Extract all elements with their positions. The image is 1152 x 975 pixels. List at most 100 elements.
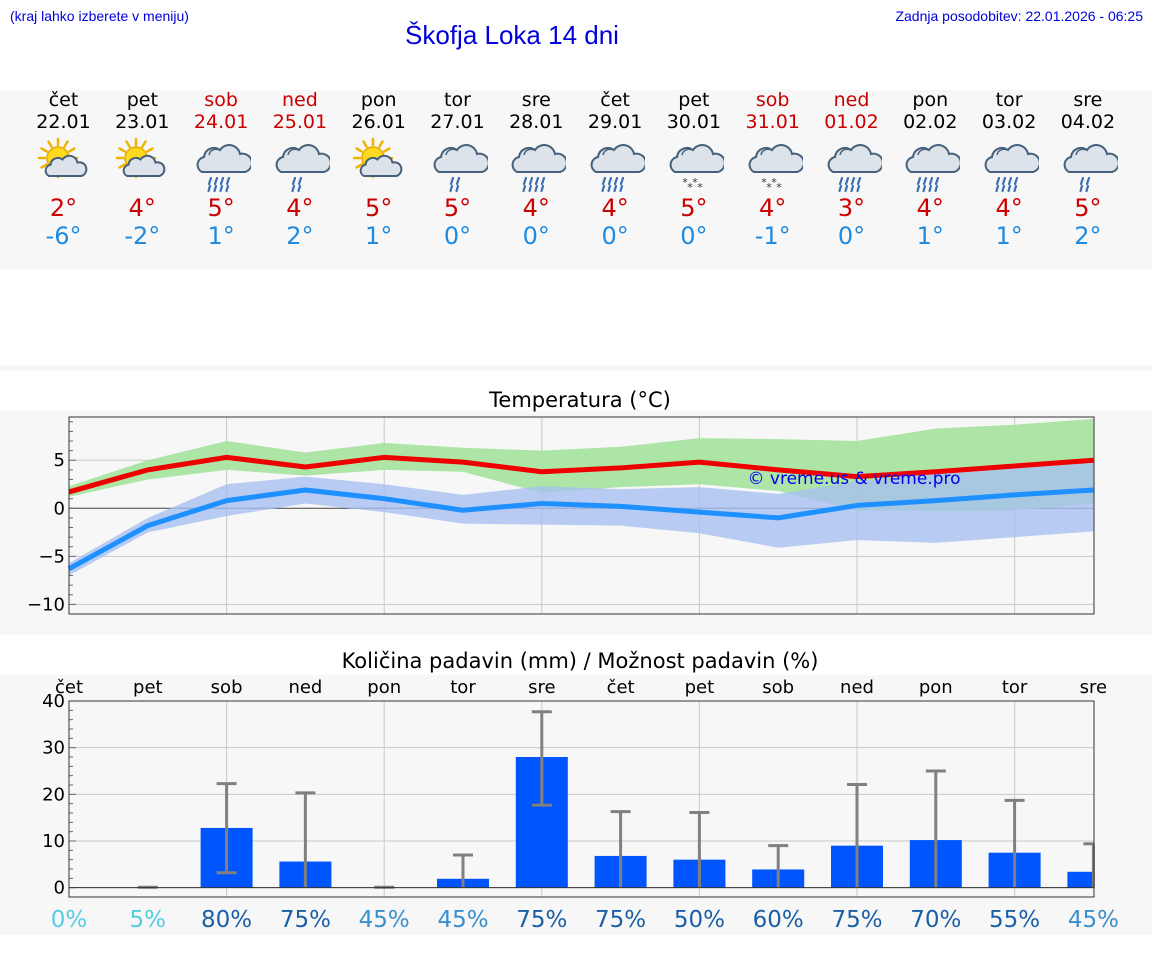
rain-drop [541,176,546,186]
day-date: 23.01 [115,111,170,133]
cloud-detail [759,148,772,156]
min-temperature: 1° [916,222,944,250]
sun-ray [377,140,384,148]
section-divider [0,365,1152,371]
plot-frame [68,700,1095,898]
min-temperature: 1° [207,222,235,250]
cloud-shape [1063,144,1120,173]
min-temperature-band [69,457,1094,576]
day-name: sre [1073,89,1103,111]
rain-drop [225,184,230,193]
day-date: 01.02 [824,111,879,133]
day-date: 24.01 [193,111,249,133]
snow-flake: * [682,176,688,189]
location-hint: (kraj lahko izberete v meniju) [10,8,189,24]
cloud-detail [287,148,299,156]
category-label: čet [55,677,83,698]
category-label: sob [762,677,794,698]
day-column: sre 04.02 5° 2° [1048,90,1127,250]
sun-ray [46,140,53,148]
rain-drop [601,176,607,186]
day-column: pet 30.01 * * * * 5° 0° [654,90,733,250]
rain-drop [522,184,527,193]
day-name: sob [204,89,238,111]
day-date: 28.01 [509,111,564,133]
rain-drop [928,184,933,193]
rain-drop [838,176,843,186]
day-date: 26.01 [351,111,406,133]
cloud-shape [275,144,332,173]
rain-cloud-icon [191,138,253,194]
y-tick-label: 20 [42,784,65,805]
rain-drop [528,184,533,193]
day-name: sre [521,89,551,111]
last-update: Zadnja posodobitev: 22.01.2026 - 06:25 [895,8,1143,24]
cloud-detail [523,148,535,156]
rain-drop [1013,184,1018,193]
min-temperature: -1° [754,222,791,250]
sun-ray [67,147,76,153]
min-temperature: -6° [45,222,82,250]
rain-drop [837,184,842,193]
max-temperature-line [68,454,1094,495]
probability-label: 70% [910,907,961,933]
probability-label: 0% [51,907,88,933]
rain-drop [1085,176,1090,186]
day-name: čet [600,89,630,111]
day-column: sre 28.01 4° 0° [497,90,576,250]
sun-ray [354,147,363,153]
day-date: 22.01 [36,111,91,133]
sun-ray [62,140,69,148]
day-date: 27.01 [430,111,485,133]
rain-drop [934,184,939,193]
rain-drop [619,184,624,193]
rain-drop [225,176,231,186]
day-column: ned 25.01 4° 2° [260,90,339,250]
category-label: sob [211,677,243,698]
temperature-chart: 5 0 −5 −10 © vreme.us & vreme.pro [27,416,1095,615]
rain-drop [207,176,213,186]
snow-flake: * [766,181,772,194]
light-rain-cloud-icon [270,138,332,194]
day-date: 04.02 [1060,111,1116,133]
max-temperature: 5° [1074,194,1102,222]
category-label: pet [685,677,715,698]
rain-drop [1007,176,1013,186]
sun-ray [354,163,363,169]
rain-drop [601,184,606,193]
category-label: pet [133,677,163,698]
min-temperature: 0° [680,222,708,250]
rain-drop [613,176,619,186]
rain-drop [219,184,224,193]
day-column: čet 22.01 2° -6° [24,90,103,250]
probability-label: 75% [280,907,331,933]
sun-ray [382,147,391,153]
cloud-detail [917,148,929,156]
rain-drop [613,184,618,193]
rain-drop [1001,184,1006,193]
rain-drop [291,176,296,186]
rain-drop [1001,176,1007,186]
sun-ray [141,140,148,148]
max-temperature: 5° [207,194,235,222]
page-title: Škofja Loka 14 dni [405,20,619,50]
day-column: pet 23.01 4° -2° [103,90,182,250]
min-temperature: 2° [1074,222,1102,250]
cloud-detail [838,148,850,156]
probability-label: 80% [201,907,252,933]
day-date: 30.01 [666,111,722,133]
rain-drop [455,176,460,186]
rain-drop [291,184,295,193]
category-label: sre [1080,677,1107,698]
day-name: pon [912,89,949,111]
cloud-detail [996,148,1008,156]
cloud-shape [984,144,1041,173]
rain-drop [917,176,922,186]
max-temperature: 5° [680,194,708,222]
day-date: 31.01 [745,111,800,133]
rain-cloud-icon [979,138,1041,194]
probability-label: 75% [516,907,567,933]
snow-flake: * [776,181,782,194]
precipitation-bar [1067,871,1094,888]
category-label: tor [450,677,476,698]
